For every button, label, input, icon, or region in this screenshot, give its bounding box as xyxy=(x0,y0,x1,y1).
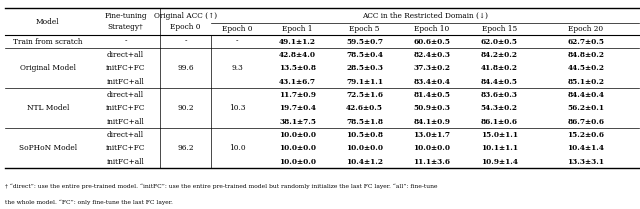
Text: 13.0±1.7: 13.0±1.7 xyxy=(413,131,451,139)
Text: 50.9±0.3: 50.9±0.3 xyxy=(413,104,451,112)
Text: 49.1±1.2: 49.1±1.2 xyxy=(279,38,316,46)
Text: 10.4±1.4: 10.4±1.4 xyxy=(567,144,604,152)
Text: Epoch 15: Epoch 15 xyxy=(482,25,517,33)
Text: 60.6±0.5: 60.6±0.5 xyxy=(413,38,451,46)
Text: 82.4±0.3: 82.4±0.3 xyxy=(413,51,451,59)
Text: direct+all: direct+all xyxy=(107,131,144,139)
Text: 10.0±0.0: 10.0±0.0 xyxy=(279,131,316,139)
Text: 62.0±0.5: 62.0±0.5 xyxy=(481,38,518,46)
Text: 72.5±1.6: 72.5±1.6 xyxy=(346,91,383,99)
Text: 79.1±1.1: 79.1±1.1 xyxy=(346,78,383,86)
Text: Epoch 0: Epoch 0 xyxy=(170,23,201,31)
Text: 86.7±0.6: 86.7±0.6 xyxy=(567,118,604,126)
Text: the whole model. “FC”: only fine-tune the last FC layer.: the whole model. “FC”: only fine-tune th… xyxy=(5,200,173,205)
Text: 10.0±0.0: 10.0±0.0 xyxy=(413,144,451,152)
Text: Fine-tuning: Fine-tuning xyxy=(104,12,147,20)
Text: 15.0±1.1: 15.0±1.1 xyxy=(481,131,518,139)
Text: 81.4±0.5: 81.4±0.5 xyxy=(413,91,451,99)
Text: Epoch 0: Epoch 0 xyxy=(222,25,253,33)
Text: -: - xyxy=(236,38,239,46)
Text: 90.2: 90.2 xyxy=(177,104,194,112)
Text: 13.3±3.1: 13.3±3.1 xyxy=(567,158,604,166)
Text: 59.5±0.7: 59.5±0.7 xyxy=(346,38,383,46)
Text: 15.2±0.6: 15.2±0.6 xyxy=(567,131,604,139)
Text: 28.5±0.3: 28.5±0.3 xyxy=(346,64,383,72)
Text: 10.4±1.2: 10.4±1.2 xyxy=(346,158,383,166)
Text: † “direct”: use the entire pre-trained model. “initFC”: use the entire pre-train: † “direct”: use the entire pre-trained m… xyxy=(5,183,438,189)
Text: 43.1±6.7: 43.1±6.7 xyxy=(279,78,316,86)
Text: Model: Model xyxy=(36,18,60,26)
Text: 83.6±0.3: 83.6±0.3 xyxy=(481,91,518,99)
Text: Epoch 20: Epoch 20 xyxy=(568,25,604,33)
Text: 42.6±0.5: 42.6±0.5 xyxy=(346,104,383,112)
Text: 10.1±1.1: 10.1±1.1 xyxy=(481,144,518,152)
Text: 84.4±0.5: 84.4±0.5 xyxy=(481,78,518,86)
Text: 38.1±7.5: 38.1±7.5 xyxy=(279,118,316,126)
Text: SᴏPHᴏN Model: SᴏPHᴏN Model xyxy=(19,144,77,152)
Text: initFC+all: initFC+all xyxy=(107,118,145,126)
Text: Epoch 10: Epoch 10 xyxy=(414,25,449,33)
Text: NTL Model: NTL Model xyxy=(27,104,69,112)
Text: Original ACC (↑): Original ACC (↑) xyxy=(154,12,217,20)
Text: initFC+all: initFC+all xyxy=(107,78,145,86)
Text: direct+all: direct+all xyxy=(107,91,144,99)
Text: 9.3: 9.3 xyxy=(232,64,243,72)
Text: 62.7±0.5: 62.7±0.5 xyxy=(567,38,604,46)
Text: 54.3±0.2: 54.3±0.2 xyxy=(481,104,518,112)
Text: 11.7±0.9: 11.7±0.9 xyxy=(279,91,316,99)
Text: direct+all: direct+all xyxy=(107,51,144,59)
Text: 10.0: 10.0 xyxy=(229,144,246,152)
Text: 19.7±0.4: 19.7±0.4 xyxy=(279,104,316,112)
Text: 78.5±1.8: 78.5±1.8 xyxy=(346,118,383,126)
Text: 42.8±4.0: 42.8±4.0 xyxy=(279,51,316,59)
Text: initFC+FC: initFC+FC xyxy=(106,144,145,152)
Text: 13.5±0.8: 13.5±0.8 xyxy=(279,64,316,72)
Text: 85.1±0.2: 85.1±0.2 xyxy=(567,78,604,86)
Text: Epoch 1: Epoch 1 xyxy=(282,25,313,33)
Text: -: - xyxy=(124,38,127,46)
Text: 10.9±1.4: 10.9±1.4 xyxy=(481,158,518,166)
Text: 84.4±0.4: 84.4±0.4 xyxy=(567,91,604,99)
Text: 99.6: 99.6 xyxy=(177,64,194,72)
Text: 83.4±0.4: 83.4±0.4 xyxy=(413,78,451,86)
Text: ACC in the Restricted Domain (↓): ACC in the Restricted Domain (↓) xyxy=(362,12,488,20)
Text: Strategy†: Strategy† xyxy=(108,23,143,31)
Text: 10.3: 10.3 xyxy=(229,104,246,112)
Text: 10.0±0.0: 10.0±0.0 xyxy=(346,144,383,152)
Text: 78.5±0.4: 78.5±0.4 xyxy=(346,51,383,59)
Text: 84.1±0.9: 84.1±0.9 xyxy=(413,118,451,126)
Text: 10.0±0.0: 10.0±0.0 xyxy=(279,158,316,166)
Text: initFC+FC: initFC+FC xyxy=(106,64,145,72)
Text: 10.0±0.0: 10.0±0.0 xyxy=(279,144,316,152)
Text: 10.5±0.8: 10.5±0.8 xyxy=(346,131,383,139)
Text: 84.2±0.2: 84.2±0.2 xyxy=(481,51,518,59)
Text: Train from scratch: Train from scratch xyxy=(13,38,83,46)
Text: -: - xyxy=(184,38,187,46)
Text: 37.3±0.2: 37.3±0.2 xyxy=(413,64,451,72)
Text: 84.8±0.2: 84.8±0.2 xyxy=(567,51,604,59)
Text: Epoch 5: Epoch 5 xyxy=(349,25,380,33)
Text: 86.1±0.6: 86.1±0.6 xyxy=(481,118,518,126)
Text: 11.1±3.6: 11.1±3.6 xyxy=(413,158,451,166)
Text: 41.8±0.2: 41.8±0.2 xyxy=(481,64,518,72)
Text: Original Model: Original Model xyxy=(20,64,76,72)
Text: 56.2±0.1: 56.2±0.1 xyxy=(567,104,604,112)
Text: initFC+all: initFC+all xyxy=(107,158,145,166)
Text: 44.5±0.2: 44.5±0.2 xyxy=(567,64,604,72)
Text: 96.2: 96.2 xyxy=(177,144,194,152)
Text: initFC+FC: initFC+FC xyxy=(106,104,145,112)
